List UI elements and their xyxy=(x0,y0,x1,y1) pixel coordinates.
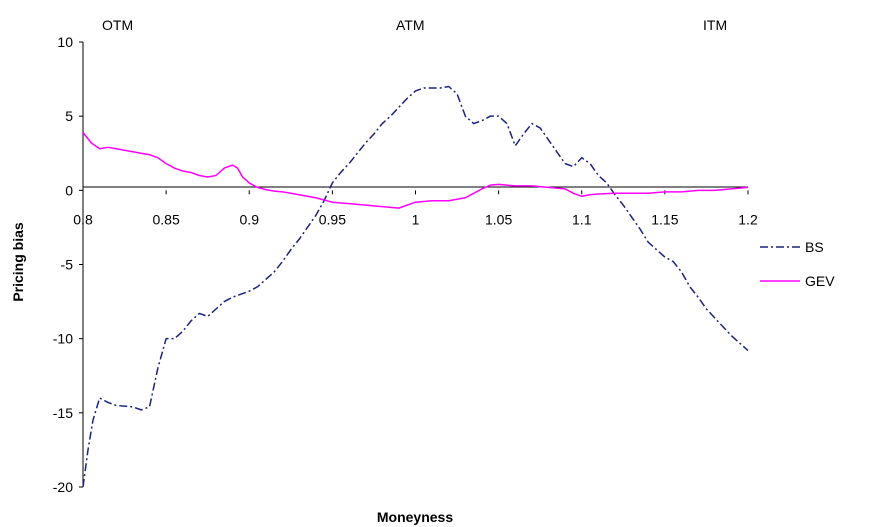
x-tick-label: 1.1 xyxy=(572,211,592,227)
x-tick-label: 1.2 xyxy=(738,211,758,227)
y-tick-label: -10 xyxy=(53,331,73,347)
x-ticks: 0.8 0.85 0.9 0.95 1 1.05 1.1 1.15 1.2 xyxy=(73,190,758,227)
x-axis-title: Moneyness xyxy=(377,509,453,525)
y-tick-label: 10 xyxy=(57,34,73,50)
region-label-itm: ITM xyxy=(703,17,727,33)
y-tick-label: 0 xyxy=(65,182,73,198)
y-axis-title: Pricing bias xyxy=(10,222,26,302)
legend-label-gev: GEV xyxy=(805,273,835,289)
y-tick-label: -20 xyxy=(53,479,73,495)
y-tick-label: -15 xyxy=(53,405,73,421)
y-tick-label: 5 xyxy=(65,108,73,124)
y-tick-label: -5 xyxy=(61,257,74,273)
region-label-atm: ATM xyxy=(396,17,425,33)
legend-label-bs: BS xyxy=(805,239,824,255)
y-ticks: 10 5 0 -5 -10 -15 -20 xyxy=(53,34,83,495)
legend: BS GEV xyxy=(760,239,835,289)
x-tick-label: 0.9 xyxy=(240,211,260,227)
region-label-otm: OTM xyxy=(102,17,133,33)
series-layer xyxy=(82,85,749,488)
x-tick-label: 0.95 xyxy=(319,211,346,227)
x-tick-label: 0.85 xyxy=(153,211,180,227)
x-tick-label: 1.05 xyxy=(485,211,512,227)
region-labels: OTM ATM ITM xyxy=(102,17,727,33)
x-tick-label: 1 xyxy=(412,211,420,227)
x-tick-label: 0.8 xyxy=(73,211,93,227)
series-line-bs xyxy=(82,85,749,488)
x-tick-label: 1.15 xyxy=(651,211,678,227)
series-line-gev xyxy=(82,132,749,209)
